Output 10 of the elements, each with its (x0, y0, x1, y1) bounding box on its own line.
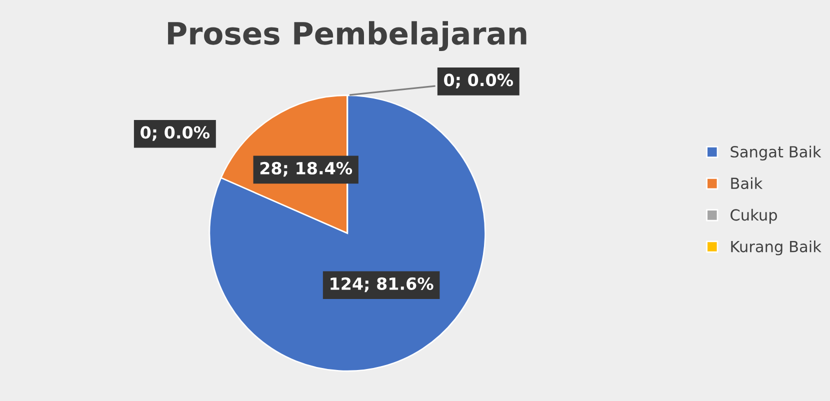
data-label: 124; 81.6% (330, 277, 434, 292)
legend-label: Kurang Baik (731, 240, 822, 256)
pie-slice (208, 94, 486, 372)
data-label: 28; 18.4% (260, 162, 352, 177)
text: 0; 0.0% (140, 126, 210, 141)
legend-label: Baik (731, 177, 763, 190)
text: 0; 0.0% (444, 74, 514, 88)
chart-title: Proses Pembelajaran (168, 21, 526, 51)
legend-label: Cukup (730, 208, 777, 224)
legend-label: Sangat Baik (730, 146, 822, 161)
